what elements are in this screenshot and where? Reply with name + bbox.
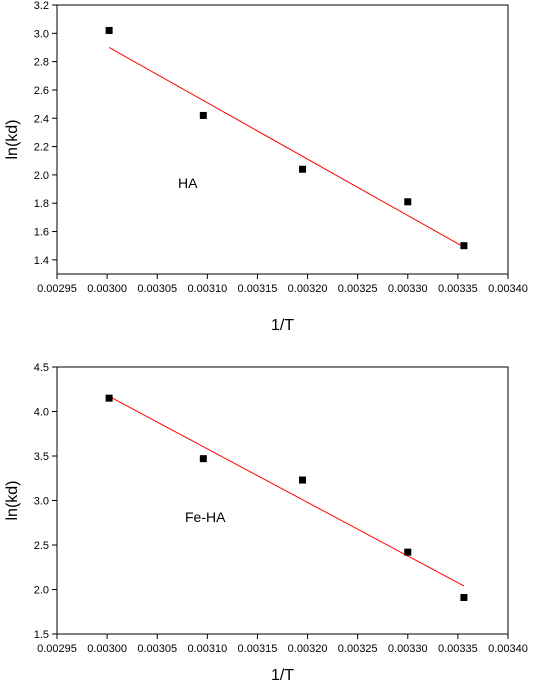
- x-tick-label: 0.00305: [137, 643, 177, 655]
- x-tick-label: 0.00335: [438, 283, 478, 295]
- data-point: [404, 548, 412, 556]
- data-point: [404, 198, 412, 206]
- x-tick-label: 0.00310: [187, 643, 227, 655]
- y-tick-label: 4.5: [34, 362, 49, 374]
- x-tick-label: 0.00305: [137, 283, 177, 295]
- y-tick-label: 2.0: [34, 170, 49, 182]
- y-tick-label: 2.4: [34, 113, 49, 125]
- data-point: [460, 242, 468, 250]
- y-tick-label: 2.2: [34, 142, 49, 154]
- x-tick-label: 0.00340: [488, 283, 528, 295]
- data-point: [460, 594, 468, 602]
- y-axis-title: ln(kd): [4, 480, 21, 520]
- y-tick-label: 3.0: [34, 28, 49, 40]
- x-tick-label: 0.00315: [238, 643, 278, 655]
- x-axis-title: 1/T: [271, 317, 294, 334]
- x-tick-label: 0.00340: [488, 643, 528, 655]
- x-tick-label: 0.00330: [388, 283, 428, 295]
- x-tick-label: 0.00315: [238, 283, 278, 295]
- chart-fe-ha: 0.00295 0.00300 0.00305 0.00310 0.00315 0.003…: [4, 362, 528, 683]
- y-tick-label: 2.0: [34, 585, 49, 597]
- y-axis-title: ln(kd): [4, 119, 21, 159]
- y-tick-label: 3.0: [34, 496, 49, 508]
- x-tick-label: 0.00325: [338, 643, 378, 655]
- plot-frame: [56, 4, 509, 275]
- x-tick-label: 0.00320: [288, 283, 328, 295]
- y-tick-label: 2.6: [34, 85, 49, 97]
- x-tick-label: 0.00335: [438, 643, 478, 655]
- data-point: [105, 26, 113, 34]
- y-tick-label: 1.6: [34, 227, 49, 239]
- y-tick-label: 3.2: [34, 0, 49, 12]
- chart-ha: 0.00295 0.00300 0.00305 0.00310 0.00315 0.003…: [4, 0, 528, 334]
- y-tick-label: 2.5: [34, 540, 49, 552]
- y-tick-label: 1.5: [34, 629, 49, 641]
- y-tick-label: 1.4: [34, 255, 49, 267]
- x-tick-label: 0.00295: [37, 643, 77, 655]
- annotation-label: HA: [178, 175, 198, 191]
- plot-frame: [56, 366, 509, 635]
- x-tick-label: 0.00320: [288, 643, 328, 655]
- data-point: [299, 476, 307, 484]
- x-tick-label: 0.00295: [37, 283, 77, 295]
- x-tick-label: 0.00300: [87, 283, 127, 295]
- y-tick-label: 2.8: [34, 57, 49, 69]
- data-point: [299, 165, 307, 173]
- y-tick-label: 1.8: [34, 198, 49, 210]
- y-tick-label: 4.0: [34, 407, 49, 419]
- annotation-label: Fe-HA: [185, 509, 226, 525]
- x-tick-label: 0.00310: [187, 283, 227, 295]
- x-axis-title: 1/T: [271, 667, 294, 683]
- data-point: [199, 455, 207, 463]
- fit-line: [108, 47, 465, 248]
- x-tick-label: 0.00300: [87, 643, 127, 655]
- y-tick-label: 3.5: [34, 451, 49, 463]
- data-point: [199, 111, 207, 119]
- x-tick-label: 0.00325: [338, 283, 378, 295]
- x-tick-label: 0.00330: [388, 643, 428, 655]
- fit-line: [108, 395, 465, 587]
- data-point: [105, 394, 113, 402]
